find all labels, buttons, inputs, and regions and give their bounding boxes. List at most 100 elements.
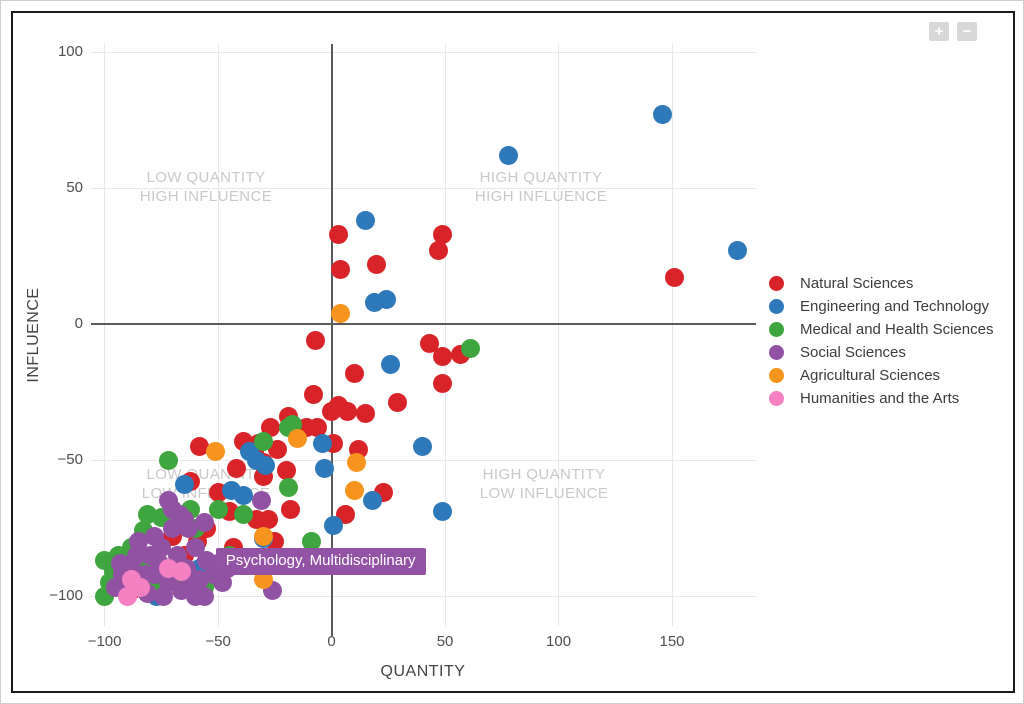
legend-item[interactable]: Engineering and Technology	[769, 295, 993, 318]
data-point[interactable]	[185, 586, 205, 606]
zoom-in-button[interactable]: +	[929, 22, 949, 41]
x-gridline	[104, 44, 106, 626]
data-point[interactable]	[174, 510, 194, 530]
data-point[interactable]	[362, 491, 382, 511]
tooltip-arrow-icon	[208, 554, 216, 569]
x-gridline	[671, 44, 673, 626]
data-point[interactable]	[322, 401, 342, 421]
y-tick-label: 100	[57, 43, 83, 61]
data-point[interactable]	[308, 417, 328, 437]
legend-item[interactable]: Agricultural Sciences	[769, 364, 993, 387]
tooltip-text: Psychology, Multidisciplinary	[225, 551, 416, 569]
y-gridline	[91, 51, 756, 53]
data-point[interactable]	[728, 241, 748, 261]
data-point[interactable]	[253, 526, 273, 546]
data-point[interactable]	[331, 260, 351, 280]
data-point[interactable]	[337, 401, 357, 421]
tooltip: Psychology, Multidisciplinary	[208, 547, 426, 575]
zoom-out-button[interactable]: −	[957, 22, 977, 41]
data-point[interactable]	[126, 545, 146, 565]
data-point[interactable]	[194, 513, 214, 533]
legend-item-label: Engineering and Technology	[800, 298, 990, 315]
data-point[interactable]	[158, 450, 178, 470]
data-point[interactable]	[331, 303, 351, 323]
data-point[interactable]	[303, 385, 323, 405]
y-tick-label: −50	[57, 451, 83, 469]
data-point[interactable]	[347, 453, 367, 473]
quadrant-label-low-quantity-high-influence: LOW QUANTITY HIGH INFLUENCE	[139, 169, 273, 205]
data-point[interactable]	[233, 485, 253, 505]
data-point[interactable]	[419, 333, 439, 353]
data-point[interactable]	[111, 553, 130, 573]
data-point[interactable]	[172, 562, 192, 582]
y-tick-label: 50	[66, 179, 83, 197]
data-point[interactable]	[433, 374, 453, 394]
legend: Natural Sciences Engineering and Technolo…	[769, 272, 993, 410]
data-point[interactable]	[387, 393, 407, 413]
data-point[interactable]	[174, 475, 194, 495]
data-point[interactable]	[233, 504, 253, 524]
data-point[interactable]	[428, 241, 448, 261]
y-tick-label: −100	[49, 587, 83, 605]
data-point[interactable]	[206, 442, 226, 462]
data-point[interactable]	[278, 477, 298, 497]
legend-item-label: Social Sciences	[800, 344, 906, 361]
data-point[interactable]	[281, 499, 301, 519]
data-point[interactable]	[253, 570, 273, 590]
data-point[interactable]	[356, 404, 376, 424]
data-point[interactable]	[433, 224, 453, 244]
legend-item[interactable]: Humanities and the Arts	[769, 387, 993, 410]
data-point[interactable]	[315, 458, 335, 478]
data-point[interactable]	[301, 532, 321, 552]
x-tick-label: 100	[546, 633, 572, 650]
legend-item-label: Agricultural Sciences	[800, 367, 941, 384]
x-tick-label: 50	[436, 633, 454, 650]
data-point[interactable]	[276, 461, 296, 481]
data-point[interactable]	[226, 458, 246, 478]
legend-swatch-icon	[769, 299, 784, 314]
data-point[interactable]	[653, 105, 673, 125]
data-point[interactable]	[664, 268, 684, 288]
data-point[interactable]	[251, 491, 271, 511]
data-point[interactable]	[131, 578, 151, 598]
data-point[interactable]	[412, 437, 432, 456]
quadrant-label-high-quantity-low-influence: HIGH QUANTITY LOW INFLUENCE	[479, 466, 609, 502]
data-point[interactable]	[499, 146, 519, 165]
data-point[interactable]	[365, 292, 385, 312]
legend-item-label: Humanities and the Arts	[800, 390, 960, 407]
data-point[interactable]	[151, 537, 171, 557]
data-point[interactable]	[208, 499, 228, 519]
x-zero-line	[330, 44, 333, 636]
data-point[interactable]	[433, 502, 453, 522]
data-point[interactable]	[460, 339, 480, 359]
data-point[interactable]	[381, 355, 401, 375]
data-point[interactable]	[433, 347, 453, 367]
data-point[interactable]	[356, 211, 376, 231]
data-point[interactable]	[367, 254, 387, 274]
y-gridline	[91, 595, 756, 597]
y-tick-label: 0	[74, 315, 83, 333]
legend-item[interactable]: Natural Sciences	[769, 272, 993, 295]
data-point[interactable]	[253, 431, 273, 451]
x-tick-label: −50	[205, 633, 231, 650]
legend-item-label: Natural Sciences	[800, 275, 914, 292]
data-point[interactable]	[313, 434, 332, 454]
data-point[interactable]	[288, 428, 308, 448]
data-point[interactable]	[328, 224, 348, 244]
legend-item-label: Medical and Health Sciences	[800, 321, 994, 338]
data-point[interactable]	[154, 586, 174, 606]
legend-item[interactable]: Social Sciences	[769, 341, 993, 364]
legend-item[interactable]: Medical and Health Sciences	[769, 318, 993, 341]
data-point[interactable]	[185, 537, 205, 557]
legend-swatch-icon	[769, 368, 784, 383]
x-tick-label: −100	[87, 633, 122, 650]
data-point[interactable]	[324, 515, 344, 535]
data-point[interactable]	[256, 456, 276, 476]
data-point[interactable]	[190, 437, 210, 456]
data-point[interactable]	[344, 363, 364, 383]
legend-swatch-icon	[769, 345, 784, 360]
data-point[interactable]	[344, 480, 364, 500]
x-tick-label: 150	[659, 633, 685, 650]
data-point[interactable]	[306, 330, 326, 350]
